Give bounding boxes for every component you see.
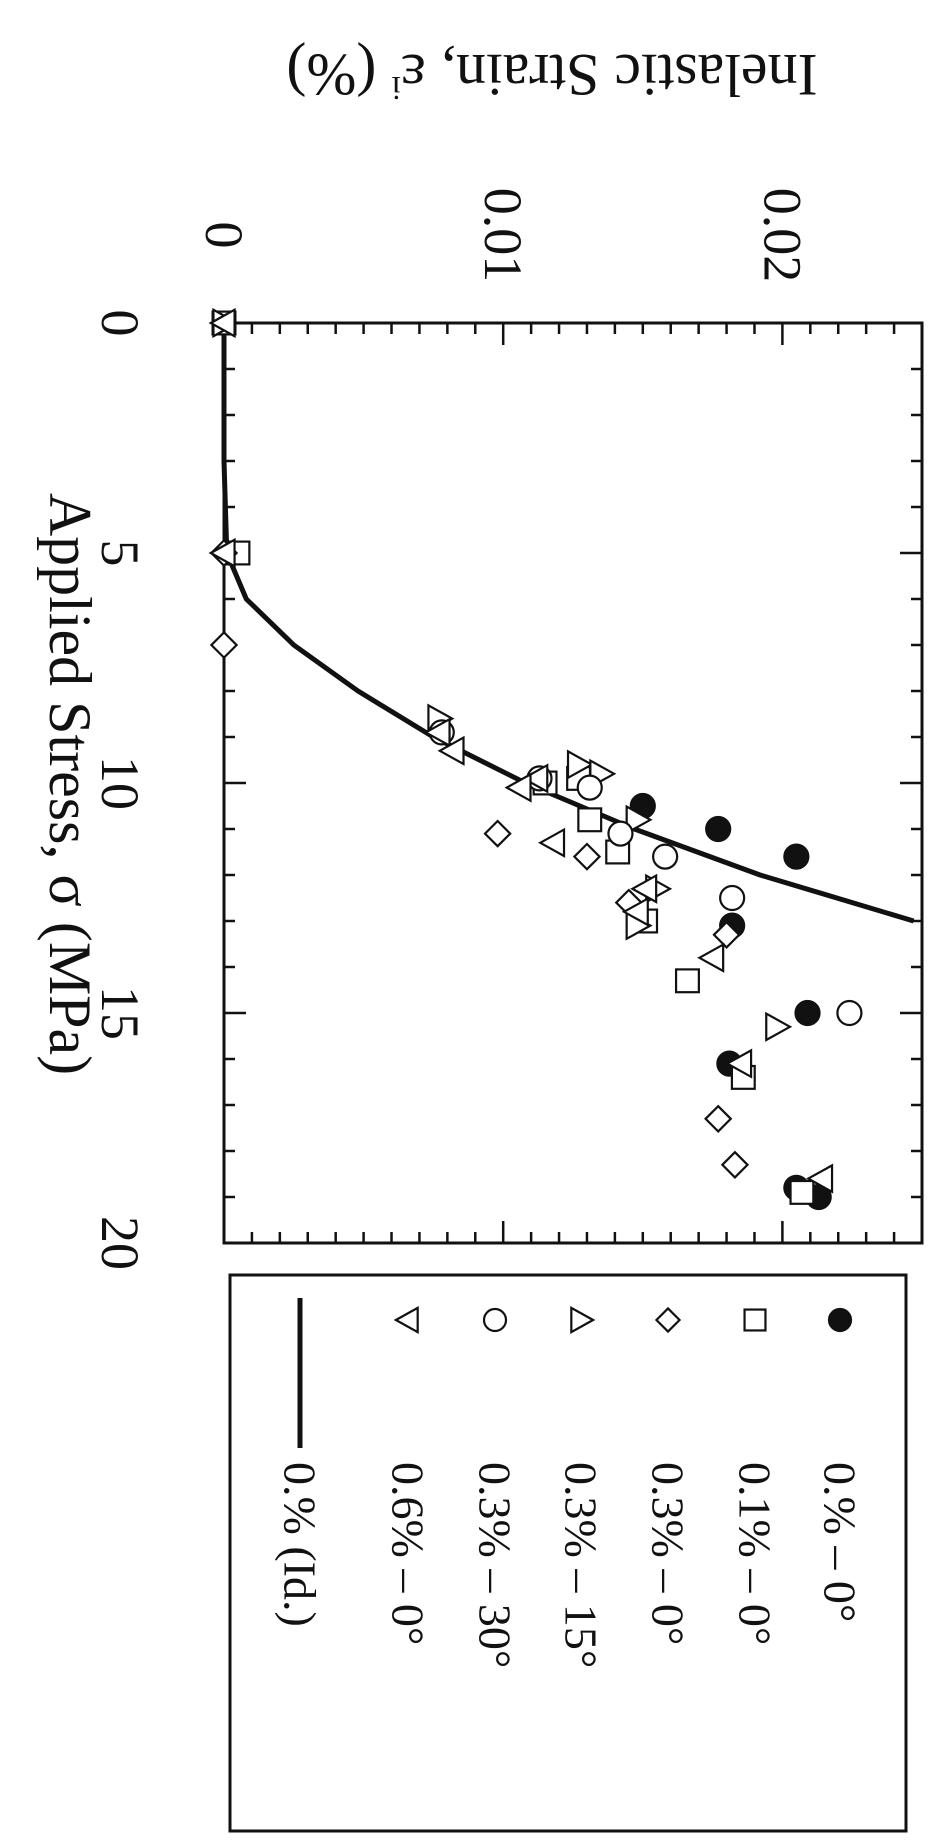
legend-label: 0.% – 0° xyxy=(815,1462,866,1622)
data-point xyxy=(806,1163,834,1194)
data-point xyxy=(208,307,236,339)
y-axis-title: Inelastic Strain, εi (%) xyxy=(286,42,817,108)
data-point xyxy=(719,884,746,912)
data-marks xyxy=(208,307,863,1211)
x-axis-title: Applied Stress, σ (MPa) xyxy=(37,493,103,1075)
x-tick-label: 5 xyxy=(90,540,150,567)
data-point xyxy=(625,804,653,835)
y-axis-title-sup: i xyxy=(391,69,400,106)
ideal-curve-layer xyxy=(221,323,915,924)
data-point xyxy=(704,1104,733,1133)
data-point xyxy=(725,1048,753,1079)
legend-label: 0.6% – 0° xyxy=(383,1462,434,1645)
data-point xyxy=(423,717,451,748)
data-point xyxy=(576,774,603,801)
legend-label: 0.3% – 0° xyxy=(643,1462,694,1645)
axis-tick-labels: 0 5 10 15 20 0 0.01 0.02 xyxy=(90,188,812,1270)
legend-marker xyxy=(654,1306,682,1334)
x-tick-label: 0 xyxy=(90,310,150,337)
ideal-curve xyxy=(221,323,915,924)
data-point xyxy=(652,843,679,870)
y-tick-label: 0.02 xyxy=(752,188,812,283)
data-point xyxy=(504,772,532,803)
data-point xyxy=(537,827,566,858)
data-point xyxy=(720,1150,750,1179)
data-point xyxy=(572,842,602,871)
data-point xyxy=(577,807,603,833)
data-point xyxy=(705,815,732,843)
legend-marker xyxy=(570,1306,596,1334)
data-point xyxy=(789,1179,815,1205)
data-point xyxy=(765,1011,793,1042)
legend-label: 0.1% – 0° xyxy=(730,1462,781,1645)
legend-marker xyxy=(743,1308,767,1332)
data-point xyxy=(521,763,549,794)
data-point xyxy=(712,920,741,949)
legend-label: 0.3% – 15° xyxy=(556,1462,607,1668)
legend-box xyxy=(228,1273,908,1833)
legend-marker xyxy=(482,1307,508,1333)
data-point xyxy=(437,735,465,766)
legend: 0.% – 0° 0.1% – 0° 0.3% – 0° 0.3% – 15° 0.3%… xyxy=(275,1298,866,1668)
data-point xyxy=(697,942,725,973)
data-point xyxy=(783,843,810,870)
data-point xyxy=(630,873,658,904)
y-tick-label: 0 xyxy=(194,222,254,249)
data-point xyxy=(208,537,236,569)
x-tick-label: 15 xyxy=(90,986,150,1040)
x-tick-label: 20 xyxy=(90,1216,150,1270)
legend-label: 0.% (Id.) xyxy=(275,1462,326,1627)
data-point xyxy=(483,819,512,848)
legend-label: 0.3% – 30° xyxy=(470,1462,521,1668)
data-point xyxy=(674,968,700,994)
data-point xyxy=(794,999,821,1027)
data-point xyxy=(621,896,649,927)
data-point xyxy=(607,820,634,847)
y-tick-label: 0.01 xyxy=(473,188,533,283)
data-point xyxy=(566,749,595,780)
legend-marker xyxy=(393,1306,419,1334)
legend-marker xyxy=(827,1307,853,1333)
data-point xyxy=(209,630,239,660)
data-point xyxy=(836,999,863,1027)
y-axis-title-main: Inelastic Strain, ε xyxy=(401,42,818,108)
y-axis-title-unit: (%) xyxy=(286,42,391,108)
x-tick-label: 10 xyxy=(90,756,150,810)
